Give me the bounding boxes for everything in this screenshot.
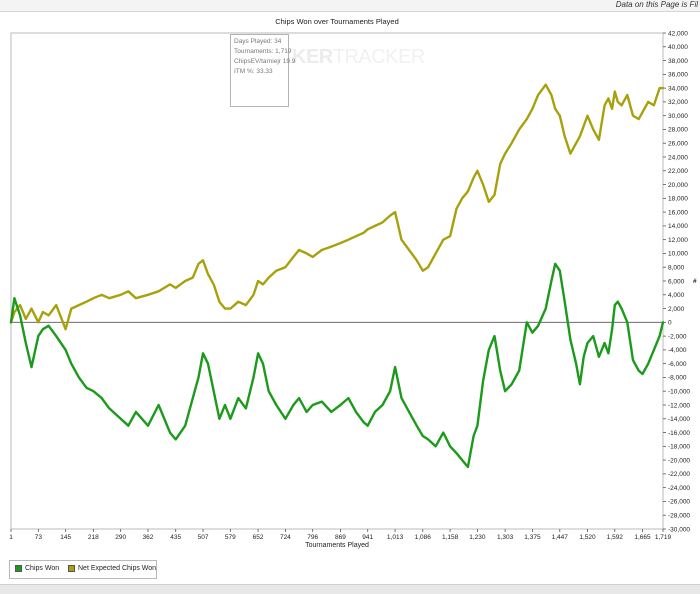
y-tick-label: 20,000	[668, 182, 688, 189]
y-tick-label: 28,000	[668, 127, 688, 134]
y-tick-label: 32,000	[668, 99, 688, 106]
series-line-net-expected	[9, 83, 665, 331]
top-toolbar: Data on this Page is Fil	[0, 0, 700, 12]
x-tick-label: 1,719	[655, 534, 672, 541]
bottom-scrollbar[interactable]	[0, 584, 700, 594]
y-tick-label: -26,000	[668, 499, 690, 506]
chart-title: Chips Won over Tournaments Played	[275, 17, 399, 26]
y-tick-label: 42,000	[668, 30, 688, 37]
x-tick-label: 145	[60, 534, 71, 541]
x-tick-label: 1,665	[634, 534, 651, 541]
y-tick-label: 14,000	[668, 223, 688, 230]
x-tick-label: 1,303	[497, 534, 514, 541]
x-tick-label: 941	[362, 534, 373, 541]
tooltip-chips-ev: ChipsEV/tarniejr 19.9	[234, 58, 296, 65]
y-tick-label: 40,000	[668, 44, 688, 51]
y-tick-label: -2,000	[668, 333, 687, 340]
chart-legend: Chips Won Net Expected Chips Won	[9, 560, 157, 579]
y-tick-label: 8,000	[668, 265, 685, 272]
y-tick-label: -8,000	[668, 375, 687, 382]
y-tick-label: -28,000	[668, 513, 690, 520]
x-tick-label: 1	[9, 534, 13, 541]
series-line-chips-won	[9, 262, 665, 469]
y-tick-label: 22,000	[668, 168, 688, 175]
x-tick-label: 652	[253, 534, 264, 541]
x-tick-label: 1,447	[552, 534, 569, 541]
y-tick-label: 34,000	[668, 85, 688, 92]
y-tick-label: 10,000	[668, 251, 688, 258]
hover-tooltip: Days Played: 34 Tournaments: 1,719 Chips…	[230, 34, 296, 107]
legend-swatch-chips-won	[15, 565, 22, 572]
watermark-light: TRACKER	[332, 46, 426, 68]
legend-label-net-expected: Net Expected Chips Won	[78, 565, 157, 572]
y-tick-label: 30,000	[668, 113, 688, 120]
y-tick-label: -20,000	[668, 457, 690, 464]
x-tick-label: 73	[35, 534, 43, 541]
tooltip-days-played: Days Played: 34	[234, 38, 282, 45]
y-tick-label: -22,000	[668, 471, 690, 478]
y-tick-label: 18,000	[668, 196, 688, 203]
x-tick-label: 1,592	[607, 534, 624, 541]
x-tick-label: 579	[225, 534, 236, 541]
y-tick-label: -14,000	[668, 416, 690, 423]
x-tick-label: 435	[170, 534, 181, 541]
y-axis-label: #	[693, 278, 697, 285]
y-tick-label: -4,000	[668, 347, 687, 354]
y-tick-label: -12,000	[668, 402, 690, 409]
x-tick-label: 1,086	[415, 534, 432, 541]
y-tick-label: 16,000	[668, 209, 688, 216]
y-tick-label: 26,000	[668, 141, 688, 148]
plot-area	[10, 32, 664, 530]
x-tick-label: 1,520	[579, 534, 596, 541]
y-tick-label: 6,000	[668, 278, 685, 285]
x-tick-label: 362	[143, 534, 154, 541]
watermark-strong: KER	[292, 46, 333, 68]
x-tick-label: 1,013	[387, 534, 404, 541]
y-tick-label: 2,000	[668, 306, 685, 313]
x-tick-label: 1,230	[469, 534, 486, 541]
y-tick-label: -16,000	[668, 430, 690, 437]
x-tick-label: 1,158	[442, 534, 459, 541]
y-tick-label: -30,000	[668, 526, 690, 533]
y-tick-label: -6,000	[668, 361, 687, 368]
y-tick-label: -18,000	[668, 444, 690, 451]
chips-won-chart: Chips Won over Tournaments Played 42,000 4…	[9, 17, 697, 549]
legend-item-chips-won[interactable]: Chips Won	[15, 565, 59, 572]
x-tick-label: 796	[307, 534, 318, 541]
y-tick-label: 38,000	[668, 58, 688, 65]
y-tick-label: 0	[668, 320, 672, 327]
tooltip-tournaments: Tournaments: 1,719	[234, 48, 292, 55]
y-tick-label: -10,000	[668, 389, 690, 396]
x-axis-label: Tournaments Played	[305, 542, 369, 549]
x-tick-label: 869	[335, 534, 346, 541]
y-tick-label: 36,000	[668, 72, 688, 79]
legend-label-chips-won: Chips Won	[25, 565, 60, 572]
tracker-watermark: KERTRACKER	[292, 46, 425, 69]
x-tick-label: 290	[115, 534, 126, 541]
y-tick-label: 24,000	[668, 154, 688, 161]
y-tick-label: 4,000	[668, 292, 685, 299]
x-tick-label: 1,375	[524, 534, 541, 541]
x-tick-label: 218	[88, 534, 99, 541]
data-filter-notice: Data on this Page is Fil	[615, 0, 698, 9]
legend-swatch-net-expected	[68, 565, 75, 572]
x-tick-label: 507	[198, 534, 209, 541]
x-tick-label: 724	[280, 534, 291, 541]
y-tick-label: 12,000	[668, 237, 688, 244]
legend-item-net-expected[interactable]: Net Expected Chips Won	[68, 565, 156, 572]
tooltip-itm: ITM %: 33.33	[234, 68, 273, 75]
y-tick-label: -24,000	[668, 485, 690, 492]
